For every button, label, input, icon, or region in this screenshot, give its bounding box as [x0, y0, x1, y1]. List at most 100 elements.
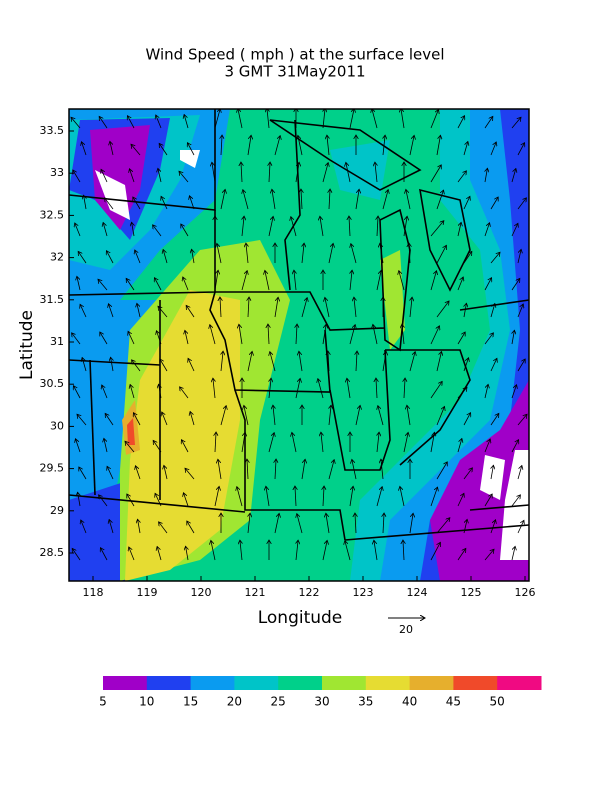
wind-vector — [215, 432, 216, 453]
wind-vector — [73, 170, 81, 183]
wind-vector — [511, 440, 519, 453]
wind-vector — [382, 351, 386, 372]
wind-vector — [295, 486, 296, 507]
x-tick-label: 122 — [299, 586, 320, 599]
wind-vector — [345, 541, 351, 561]
wind-vector — [214, 270, 218, 291]
wind-vector — [296, 324, 297, 345]
wind-vector — [301, 459, 305, 480]
field-region — [69, 480, 130, 581]
wind-vector — [128, 331, 135, 345]
colorbar-label: 35 — [358, 695, 373, 709]
wind-vector — [161, 196, 168, 210]
field-gap — [500, 450, 529, 560]
wind-vector — [132, 222, 134, 237]
x-tick-label: 125 — [461, 586, 482, 599]
wind-vector — [403, 216, 407, 237]
x-tick-label: 118 — [83, 586, 104, 599]
wind-vector — [137, 303, 141, 318]
wind-vector — [220, 297, 221, 318]
wind-vector — [125, 441, 135, 453]
wind-vector — [105, 413, 114, 426]
wind-vector — [210, 325, 216, 345]
wind-vector — [381, 459, 383, 480]
wind-vector — [296, 540, 298, 561]
wind-vector — [436, 190, 444, 210]
wind-vector — [511, 169, 516, 183]
wind-vector — [133, 197, 141, 210]
wind-vector — [274, 513, 279, 534]
wind-vector — [214, 486, 219, 507]
wind-vector — [403, 540, 404, 561]
wind-vector — [82, 358, 87, 372]
wind-vector — [325, 297, 330, 318]
boundary — [209, 291, 331, 393]
wind-vector — [185, 468, 195, 480]
wind-vector — [354, 297, 356, 318]
wind-vector — [218, 459, 222, 480]
wind-vector — [158, 306, 168, 318]
wind-vector — [268, 324, 269, 345]
wind-vector — [72, 333, 81, 345]
x-tick-label: 121 — [245, 586, 266, 599]
wind-vector — [154, 278, 162, 291]
title-line: 3 GMT 31May2011 — [224, 63, 365, 81]
wind-vector — [375, 162, 377, 183]
wind-vector — [101, 169, 108, 183]
boundaries — [69, 109, 529, 541]
wind-vector — [463, 413, 471, 426]
boundary — [284, 119, 301, 291]
wind-vector — [409, 513, 413, 534]
wind-vector — [409, 135, 414, 156]
wind-vector — [328, 460, 334, 480]
wind-vector — [213, 378, 215, 399]
wind-vector — [159, 143, 168, 156]
wind-vector — [183, 493, 189, 507]
boundary — [234, 389, 346, 541]
wind-vector — [490, 142, 496, 156]
wind-vector — [403, 432, 408, 453]
wind-vector — [71, 117, 81, 129]
wind-vector — [212, 162, 216, 183]
wind-vector — [430, 109, 438, 129]
wind-vector — [214, 109, 220, 129]
y-tick-label: 28.5 — [40, 546, 65, 559]
wind-vector — [490, 358, 497, 372]
wind-vector — [100, 548, 108, 561]
wind-vector — [184, 115, 189, 129]
wind-vector — [517, 143, 525, 156]
colorbar-swatch — [322, 676, 367, 690]
x-tick-label: 120 — [191, 586, 212, 599]
wind-vector — [133, 413, 141, 426]
wind-vector — [410, 297, 412, 318]
wind-vector — [72, 548, 81, 561]
wind-vector — [517, 359, 525, 372]
wind-vector — [181, 224, 189, 237]
y-tick-label: 33 — [50, 166, 64, 179]
wind-vector — [457, 116, 465, 129]
colorbar-swatch — [146, 676, 192, 690]
field-gap — [480, 455, 505, 500]
wind-vector — [220, 189, 225, 210]
wind-vector — [292, 432, 297, 453]
wind-vector — [355, 189, 359, 210]
wind-vector — [302, 243, 304, 264]
wind-vector — [490, 197, 498, 210]
wind-vector — [127, 116, 135, 129]
wind-vector — [430, 326, 439, 345]
wind-vector — [517, 304, 523, 318]
colorbar-swatch — [190, 676, 235, 690]
colorbar-label: 5 — [99, 695, 107, 709]
wind-vector — [511, 495, 520, 507]
wind-vector — [430, 221, 444, 237]
wind-vector — [323, 486, 324, 507]
wind-vector — [374, 540, 378, 561]
wind-vector — [436, 462, 447, 480]
wind-vector — [318, 379, 324, 399]
wind-vector — [378, 406, 384, 426]
wind-vector — [186, 546, 188, 561]
wind-vector — [239, 324, 243, 345]
wind-vector — [511, 278, 520, 291]
field-gap — [95, 170, 130, 220]
wind-vector — [294, 270, 296, 291]
